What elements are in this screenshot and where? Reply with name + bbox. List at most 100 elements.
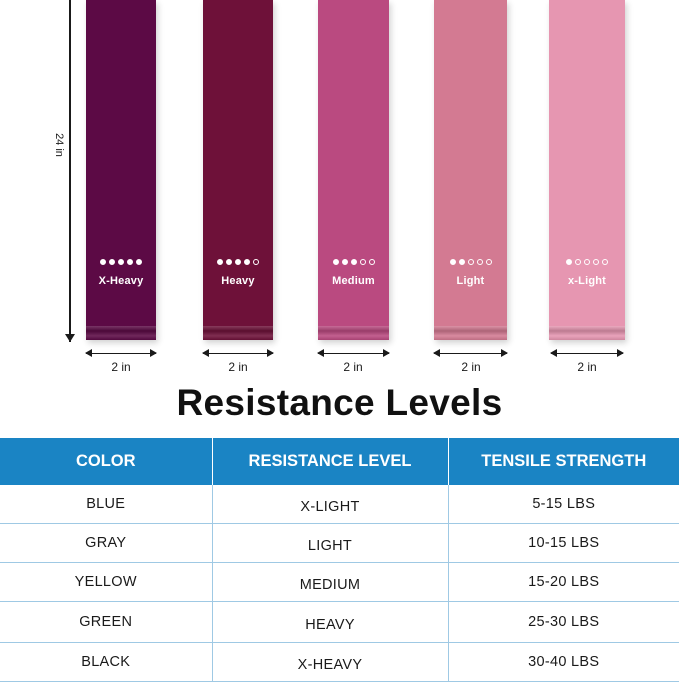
cell-level: LIGHT [212, 524, 448, 563]
filled-dot-icon [244, 259, 250, 265]
cell-text: 15-20 LBS [449, 574, 679, 590]
filled-dot-icon [450, 259, 456, 265]
band-label: Light [434, 275, 507, 287]
width-dimension-line [318, 353, 389, 354]
width-dimension-label: 2 in [318, 360, 388, 374]
empty-dot-icon [477, 259, 483, 265]
header-color: COLOR [0, 438, 212, 485]
band-heavy: Heavy [203, 0, 273, 340]
filled-dot-icon [127, 259, 133, 265]
cell-text: 5-15 LBS [449, 496, 679, 512]
length-arrow-icon [65, 334, 75, 342]
band-label: x-Light [549, 275, 625, 287]
empty-dot-icon [486, 259, 492, 265]
empty-dot-icon [593, 259, 599, 265]
filled-dot-icon [566, 259, 572, 265]
cell-color: BLACK [0, 643, 212, 682]
width-dimension-label: 2 in [86, 360, 156, 374]
cell-text: GRAY [0, 535, 212, 551]
header-resistance-level: RESISTANCE LEVEL [212, 438, 448, 485]
empty-dot-icon [360, 259, 366, 265]
band-light: Light [434, 0, 507, 340]
header-tensile-strength: TENSILE STRENGTH [448, 438, 679, 485]
cell-strength: 5-15 LBS [448, 485, 679, 524]
table-row: BLUE X-LIGHT 5-15 LBS [0, 485, 679, 524]
filled-dot-icon [109, 259, 115, 265]
filled-dot-icon [118, 259, 124, 265]
band-label: Heavy [203, 275, 273, 287]
table-header-row: COLOR RESISTANCE LEVEL TENSILE STRENGTH [0, 438, 679, 485]
resistance-dots-icon [203, 259, 273, 265]
cell-text: 25-30 LBS [449, 614, 679, 630]
width-dimension-line [86, 353, 156, 354]
band-fold [203, 326, 273, 340]
band-label: Medium [318, 275, 389, 287]
cell-strength: 30-40 LBS [448, 643, 679, 682]
resistance-table: COLOR RESISTANCE LEVEL TENSILE STRENGTH … [0, 438, 679, 682]
length-dimension-line [69, 0, 71, 342]
band-medium: Medium [318, 0, 389, 340]
cell-text: BLACK [0, 654, 212, 670]
filled-dot-icon [235, 259, 241, 265]
table-row: GRAY LIGHT 10-15 LBS [0, 524, 679, 563]
cell-level: MEDIUM [212, 563, 448, 602]
cell-strength: 25-30 LBS [448, 602, 679, 643]
length-dimension-label: 24 in [52, 130, 66, 160]
cell-color: GRAY [0, 524, 212, 563]
filled-dot-icon [459, 259, 465, 265]
resistance-dots-icon [434, 259, 507, 265]
width-dimension-label: 2 in [552, 360, 622, 374]
filled-dot-icon [342, 259, 348, 265]
resistance-dots-icon [318, 259, 389, 265]
table-row: GREEN HEAVY 25-30 LBS [0, 602, 679, 643]
cell-text: X-HEAVY [213, 657, 448, 673]
cell-text: MEDIUM [213, 577, 448, 593]
filled-dot-icon [351, 259, 357, 265]
filled-dot-icon [100, 259, 106, 265]
cell-level: HEAVY [212, 602, 448, 643]
filled-dot-icon [333, 259, 339, 265]
cell-color: YELLOW [0, 563, 212, 602]
cell-text: 10-15 LBS [449, 535, 679, 551]
band-fold [86, 326, 156, 340]
empty-dot-icon [575, 259, 581, 265]
empty-dot-icon [602, 259, 608, 265]
cell-text: BLUE [0, 496, 212, 512]
empty-dot-icon [253, 259, 259, 265]
cell-text: HEAVY [213, 617, 448, 633]
band-fold [549, 326, 625, 340]
width-dimension-line [551, 353, 623, 354]
resistance-dots-icon [549, 259, 625, 265]
band-x-light: x-Light [549, 0, 625, 340]
cell-color: GREEN [0, 602, 212, 643]
empty-dot-icon [369, 259, 375, 265]
cell-text: GREEN [0, 614, 212, 630]
band-fold [434, 326, 507, 340]
width-dimension-line [203, 353, 273, 354]
resistance-dots-icon [86, 259, 156, 265]
cell-level: X-LIGHT [212, 485, 448, 524]
filled-dot-icon [217, 259, 223, 265]
empty-dot-icon [584, 259, 590, 265]
table-row: BLACK X-HEAVY 30-40 LBS [0, 643, 679, 682]
cell-text: 30-40 LBS [449, 654, 679, 670]
width-dimension-line [434, 353, 507, 354]
width-dimension-label: 2 in [203, 360, 273, 374]
cell-text: YELLOW [0, 574, 212, 590]
filled-dot-icon [226, 259, 232, 265]
cell-level: X-HEAVY [212, 643, 448, 682]
cell-color: BLUE [0, 485, 212, 524]
band-label: X-Heavy [86, 275, 156, 287]
page-title: Resistance Levels [0, 382, 679, 424]
band-x-heavy: X-Heavy [86, 0, 156, 340]
width-dimension-label: 2 in [436, 360, 506, 374]
cell-text: X-LIGHT [213, 499, 448, 515]
band-fold [318, 326, 389, 340]
filled-dot-icon [136, 259, 142, 265]
empty-dot-icon [468, 259, 474, 265]
cell-strength: 15-20 LBS [448, 563, 679, 602]
table-row: YELLOW MEDIUM 15-20 LBS [0, 563, 679, 602]
cell-text: LIGHT [213, 538, 448, 554]
cell-strength: 10-15 LBS [448, 524, 679, 563]
